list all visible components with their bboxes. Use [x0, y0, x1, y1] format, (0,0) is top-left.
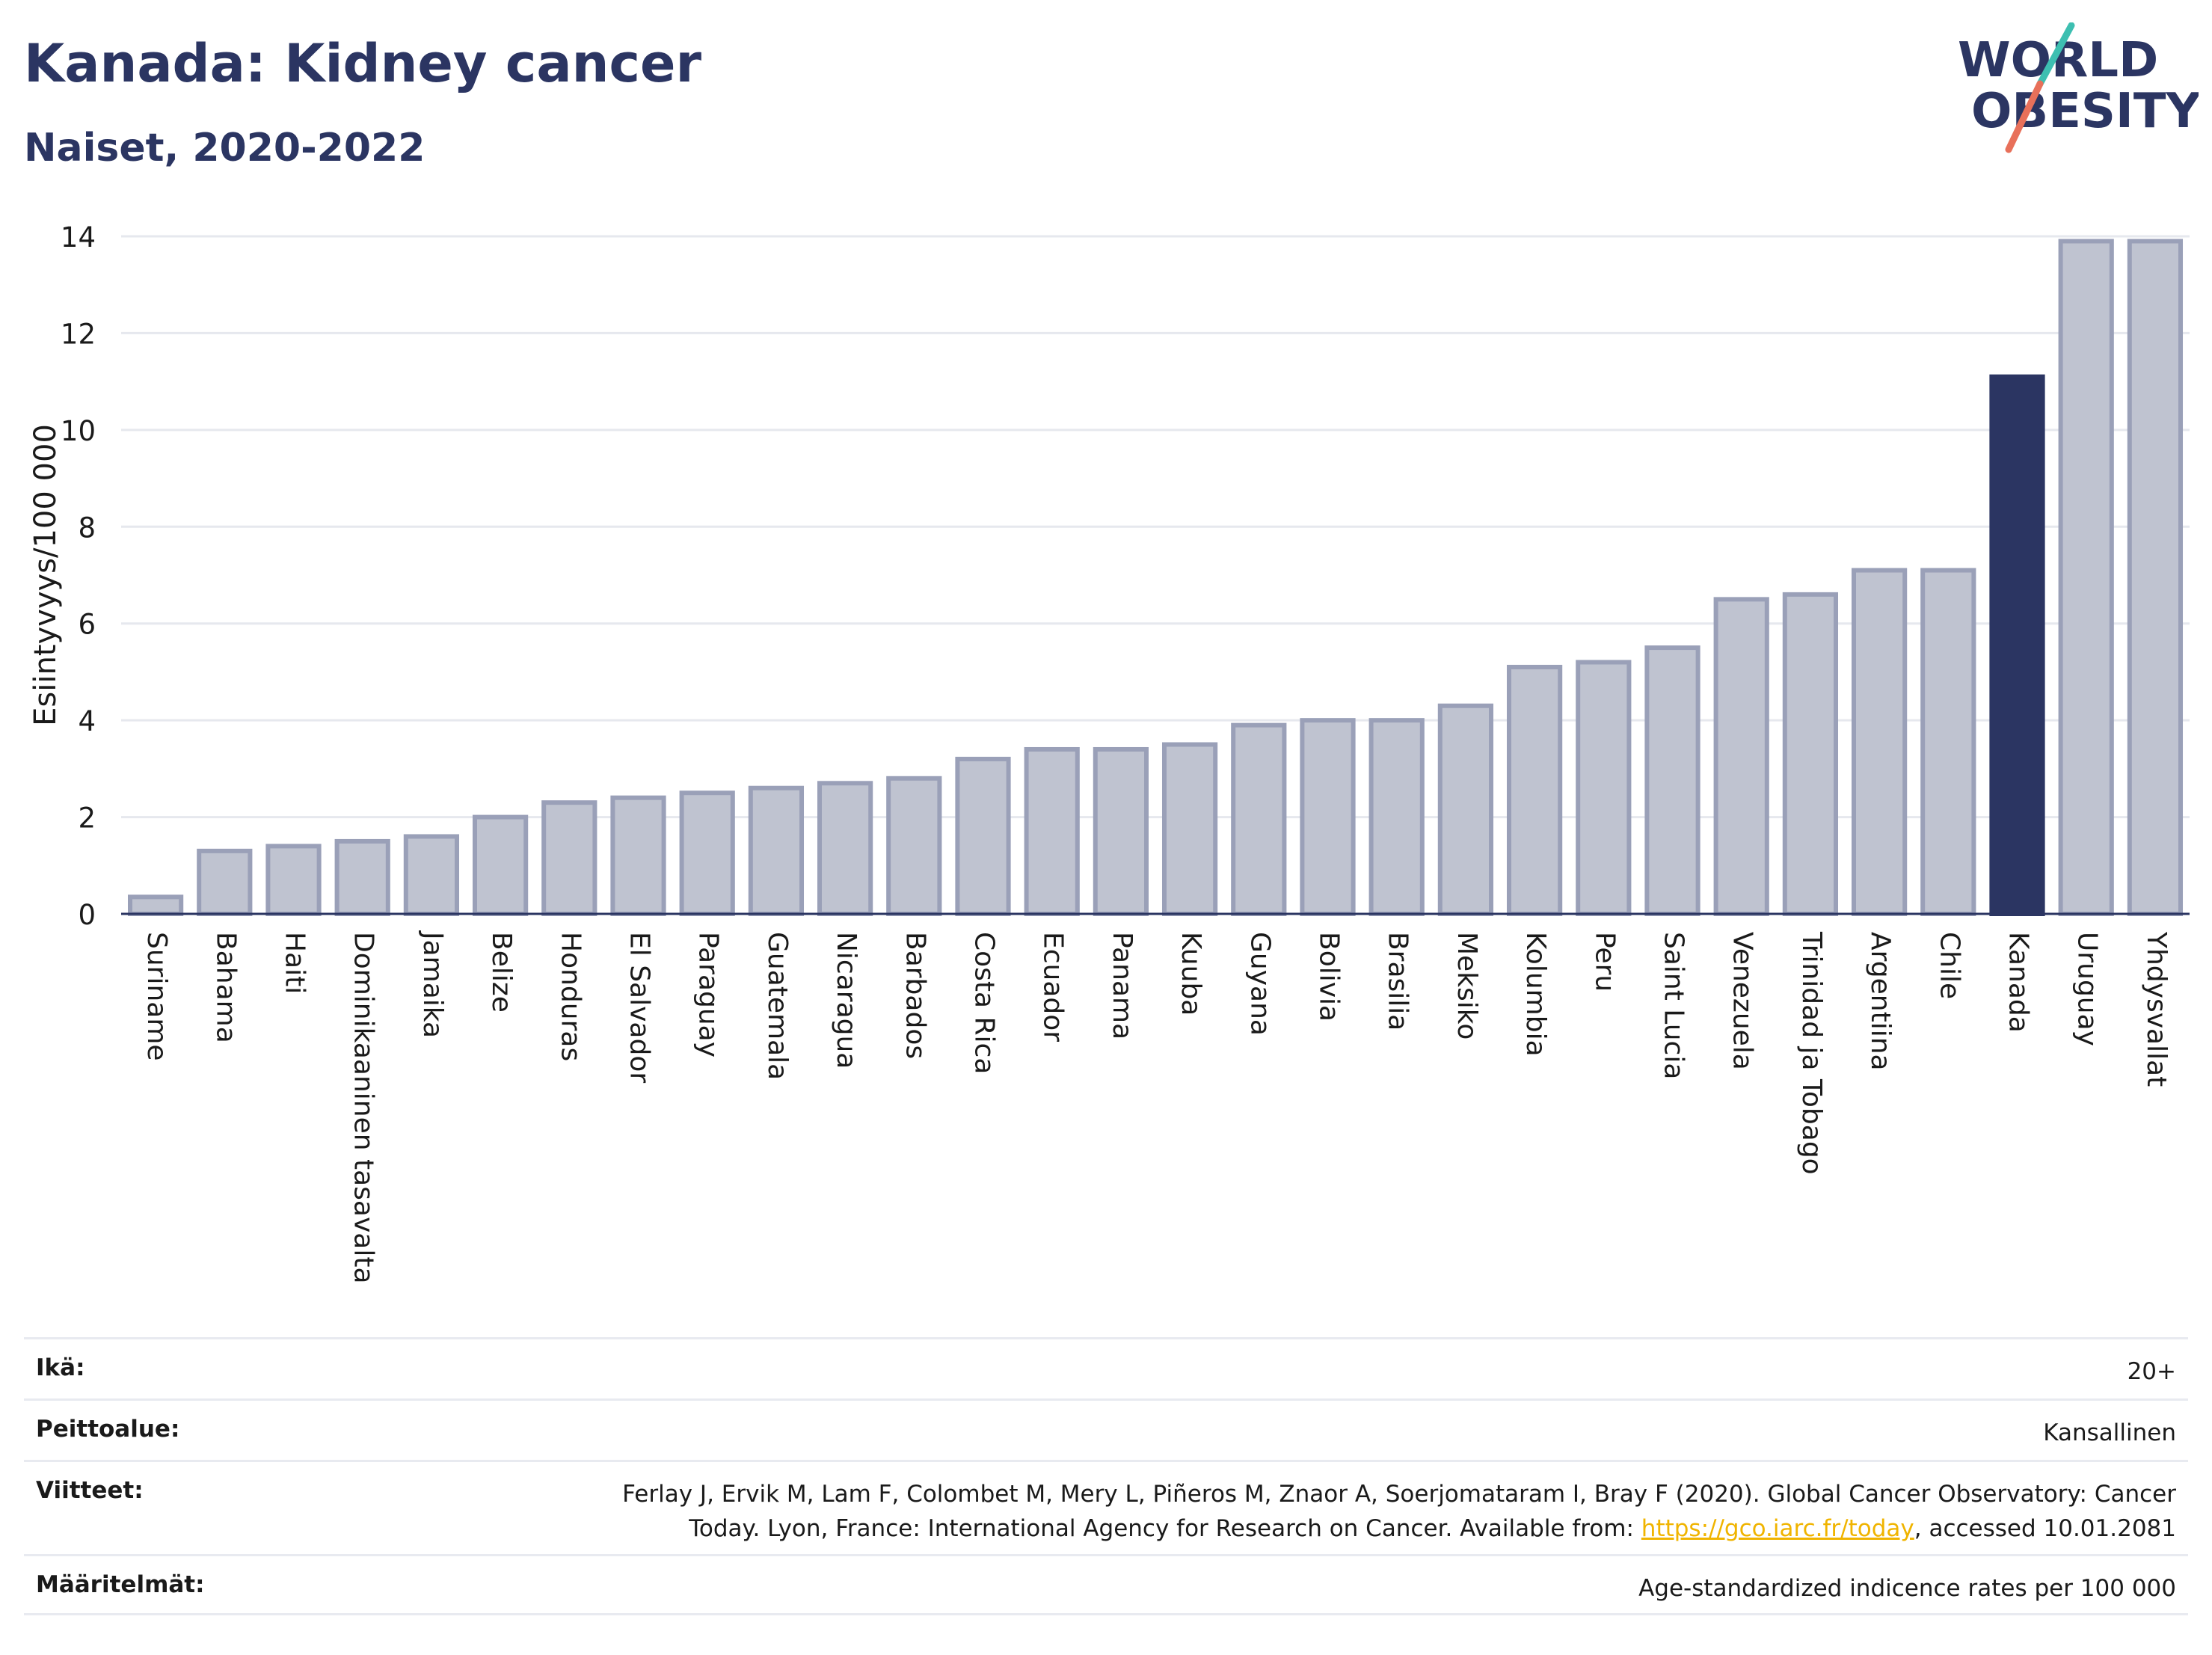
y-tick-label: 0 [78, 899, 96, 931]
chart-title: Kanada: Kidney cancer [24, 33, 701, 94]
x-tick-labels: Suriname Bahama Haiti Dominikaaninen tasava… [141, 930, 2172, 1284]
x-tick-label: Kanada [2003, 932, 2034, 1033]
meta-row-age: Ikä: 20+ [24, 1337, 2188, 1398]
x-tick-label: Chile [1934, 932, 1964, 999]
x-tick-label: Honduras [555, 932, 586, 1061]
x-tick-label: Argentiina [1865, 932, 1896, 1071]
y-tick-label: 2 [78, 802, 96, 835]
metadata-table: Ikä: 20+ Peittoalue: Kansallinen Viittee… [24, 1337, 2188, 1615]
bar-costa-rica [955, 756, 1011, 917]
y-tick-labels: 0 2 4 6 8 10 12 14 [61, 221, 96, 931]
bar-dominikaaninen-tasavalta [334, 838, 390, 917]
x-tick-label: Nicaragua [831, 932, 861, 1069]
x-tick-label: Belize [486, 932, 517, 1013]
bar-brasilia [1368, 718, 1425, 917]
x-tick-label: Paraguay [693, 932, 724, 1057]
definitions-value: Age-standardized indicence rates per 100… [1638, 1575, 2176, 1602]
x-tick-label: El Salvador [624, 932, 655, 1083]
age-label: Ikä: [36, 1354, 85, 1381]
coverage-value: Kansallinen [2043, 1419, 2176, 1446]
bar-nicaragua [817, 781, 873, 917]
x-tick-label: Uruguay [2072, 932, 2103, 1046]
bar-panama [1093, 746, 1149, 916]
y-axis-label: Esiintyvyys/100 000 [28, 424, 63, 726]
bars [127, 239, 2184, 917]
bar-honduras [541, 800, 597, 916]
bar-paraguay [679, 790, 735, 916]
x-tick-label: Kolumbia [1520, 932, 1551, 1057]
bar-bolivia [1300, 718, 1356, 917]
x-tick-label: Suriname [141, 932, 172, 1061]
references-line-2-suffix: , accessed 10.01.2081 [1914, 1515, 2176, 1542]
bar-el-salvador [610, 795, 666, 916]
y-tick-label: 4 [78, 705, 96, 737]
bar-haiti [265, 844, 322, 917]
bar-uruguay [2058, 239, 2114, 916]
chart-subtitle: Naiset, 2020-2022 [24, 126, 425, 171]
meta-row-references: Viitteet: Ferlay J, Ervik M, Lam F, Colo… [24, 1460, 2188, 1554]
x-tick-label: Ecuador [1038, 932, 1069, 1042]
logo-text-world: WORLD [1958, 33, 2158, 88]
references-link[interactable]: https://gco.iarc.fr/today [1641, 1515, 1914, 1542]
meta-row-definitions: Määritelmät: Age-standardized indicence … [24, 1554, 2188, 1615]
bar-kolumbia [1506, 664, 1563, 916]
logo-slash-coral [2005, 80, 2044, 153]
references-line-2-prefix: Today. Lyon, France: International Agenc… [689, 1515, 1641, 1542]
bar-argentiina [1851, 568, 1908, 916]
x-tick-label: Yhdysvallat [2141, 931, 2172, 1087]
x-tick-label: Panama [1107, 932, 1137, 1040]
x-tick-label: Guyana [1244, 932, 1275, 1036]
bar-kuuba [1161, 742, 1218, 916]
bar-bahama [197, 848, 253, 917]
bar-suriname [127, 894, 184, 916]
x-tick-label: Kuuba [1176, 932, 1206, 1016]
x-tick-label: Jamaika [417, 930, 448, 1038]
y-tick-label: 8 [78, 512, 96, 544]
bar-peru [1576, 660, 1632, 916]
world-obesity-logo: WORLD OBESITY [1958, 22, 2199, 153]
y-tick-label: 6 [78, 609, 96, 641]
logo-text-obesity: OBESITY [1971, 84, 2199, 139]
y-tick-label: 12 [61, 318, 96, 350]
x-tick-label: Costa Rica [969, 932, 1000, 1074]
coverage-label: Peittoalue: [36, 1416, 180, 1443]
x-tick-label: Meksiko [1451, 932, 1482, 1040]
meta-row-coverage: Peittoalue: Kansallinen [24, 1398, 2188, 1460]
bar-belize [472, 814, 529, 916]
references-line-1: Ferlay J, Ervik M, Lam F, Colombet M, Me… [622, 1481, 2176, 1508]
bar-barbados [886, 776, 942, 917]
bar-chile [1920, 568, 1976, 916]
bar-saint-lucia [1644, 645, 1701, 916]
bar-guyana [1231, 722, 1287, 916]
x-tick-label: Guatemala [762, 932, 793, 1080]
x-tick-label: Brasilia [1383, 932, 1413, 1031]
x-tick-label: Saint Lucia [1659, 932, 1689, 1079]
bar-jamaika [403, 834, 460, 917]
x-tick-label: Haiti [280, 932, 310, 994]
bar-guatemala [748, 785, 805, 916]
age-value: 20+ [2127, 1358, 2176, 1385]
x-tick-label: Peru [1589, 932, 1620, 992]
x-tick-label: Dominikaaninen tasavalta [348, 932, 379, 1284]
bar-trinidad-ja-tobago [1782, 592, 1839, 917]
references-value: Ferlay J, Ervik M, Lam F, Colombet M, Me… [622, 1462, 2188, 1546]
references-label: Viitteet: [36, 1477, 144, 1504]
definitions-label: Määritelmät: [36, 1571, 205, 1598]
logo-slash-teal [2036, 22, 2075, 87]
references-line-2: Today. Lyon, France: International Agenc… [622, 1511, 2176, 1546]
x-tick-label: Bahama [210, 932, 241, 1043]
x-tick-label: Trinidad ja Tobago [1796, 931, 1827, 1175]
bar-venezuela [1713, 597, 1769, 916]
bar-meksiko [1437, 703, 1494, 916]
bar-yhdysvallat [2127, 239, 2184, 916]
bar-chart: 0 2 4 6 8 10 12 14 Suriname Bahama Haiti Dominikaa… [28, 221, 2190, 1284]
x-tick-label: Venezuela [1727, 932, 1758, 1070]
x-tick-label: Bolivia [1314, 932, 1345, 1022]
bar-ecuador [1024, 746, 1080, 916]
x-tick-label: Barbados [900, 932, 930, 1059]
bar-kanada [1989, 374, 2045, 916]
y-tick-label: 14 [61, 221, 96, 254]
y-tick-label: 10 [61, 415, 96, 447]
